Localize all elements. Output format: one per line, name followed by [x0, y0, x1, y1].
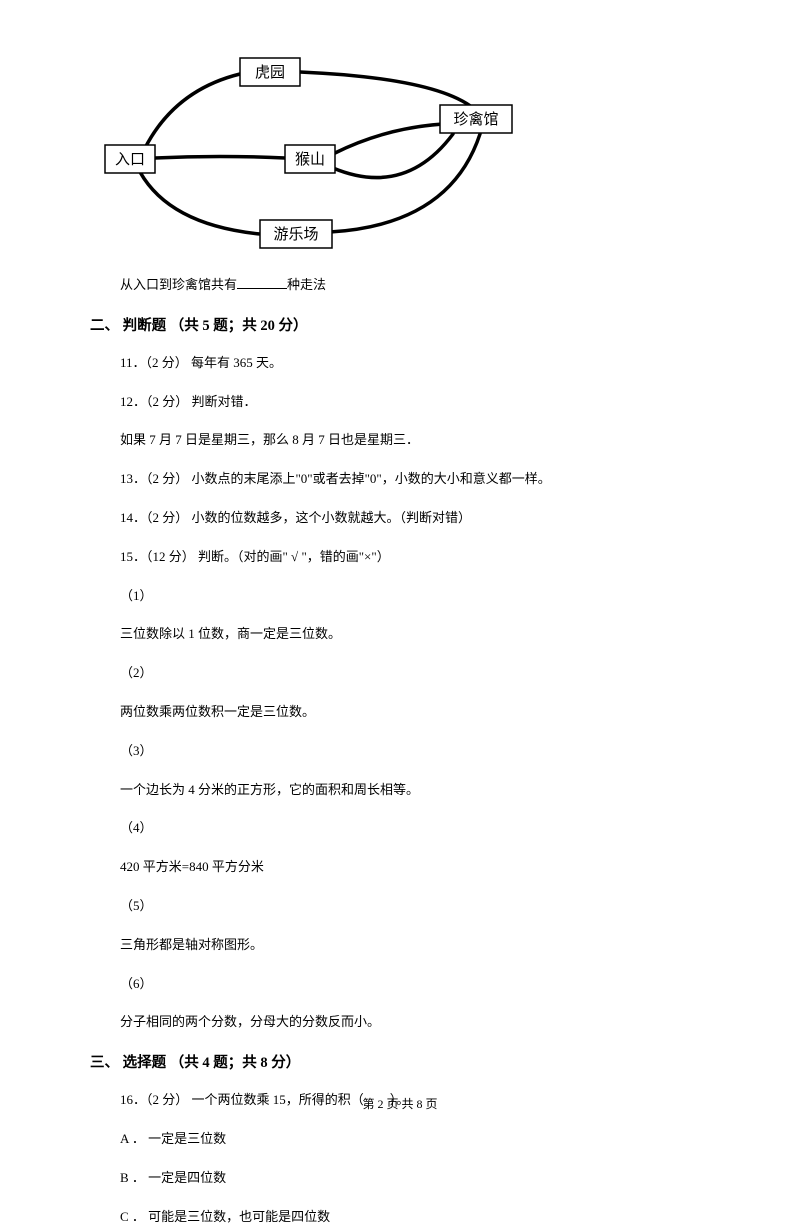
section3-title: 三、 选择题 （共 4 题；共 8 分） — [90, 1051, 710, 1072]
q13: 13．（2 分） 小数点的末尾添上"0"或者去掉"0"，小数的大小和意义都一样。 — [120, 469, 710, 490]
map-diagram: 虎园 珍禽馆 入口 猴山 游乐场 — [95, 50, 710, 260]
q15: 15．（12 分） 判断。（对的画" √ "，错的画"×"） — [120, 547, 710, 568]
q15-4-num: （4） — [120, 818, 710, 839]
q15-1-text: 三位数除以 1 位数，商一定是三位数。 — [120, 624, 710, 645]
q16-opt-c: C ． 可能是三位数，也可能是四位数 — [120, 1207, 710, 1227]
node-entrance: 入口 — [115, 152, 145, 168]
q15-4-text: 420 平方米=840 平方分米 — [120, 857, 710, 878]
q-walk-prefix: 从入口到珍禽馆共有 — [120, 277, 237, 292]
section2-title: 二、 判断题 （共 5 题；共 20 分） — [90, 314, 710, 335]
q15-5-num: （5） — [120, 896, 710, 917]
q15-1-num: （1） — [120, 586, 710, 607]
q16-opt-a: A ． 一定是三位数 — [120, 1129, 710, 1150]
q15-3-text: 一个边长为 4 分米的正方形，它的面积和周长相等。 — [120, 780, 710, 801]
node-bird: 珍禽馆 — [453, 111, 498, 128]
q15-2-num: （2） — [120, 663, 710, 684]
q12: 12．（2 分） 判断对错． — [120, 392, 710, 413]
node-tiger: 虎园 — [255, 64, 285, 81]
q15-2-text: 两位数乘两位数积一定是三位数。 — [120, 702, 710, 723]
q-walk-suffix: 种走法 — [287, 277, 326, 292]
q15-5-text: 三角形都是轴对称图形。 — [120, 935, 710, 956]
q12-body: 如果 7 月 7 日是星期三，那么 8 月 7 日也是星期三． — [120, 430, 710, 451]
q-walk-text: 从入口到珍禽馆共有 种走法 — [120, 275, 710, 296]
q15-6-num: （6） — [120, 974, 710, 995]
node-monkey: 猴山 — [295, 151, 325, 168]
q15-3-num: （3） — [120, 741, 710, 762]
q15-6-text: 分子相同的两个分数，分母大的分数反而小。 — [120, 1012, 710, 1033]
q14: 14．（2 分） 小数的位数越多，这个小数就越大。（判断对错） — [120, 508, 710, 529]
zoo-map-svg: 虎园 珍禽馆 入口 猴山 游乐场 — [95, 50, 525, 260]
node-playground: 游乐场 — [273, 226, 318, 243]
q11: 11．（2 分） 每年有 365 天。 — [120, 353, 710, 374]
blank-fill — [237, 276, 287, 289]
q16-opt-b: B ． 一定是四位数 — [120, 1168, 710, 1189]
page-footer: 第 2 页 共 8 页 — [0, 1095, 800, 1112]
